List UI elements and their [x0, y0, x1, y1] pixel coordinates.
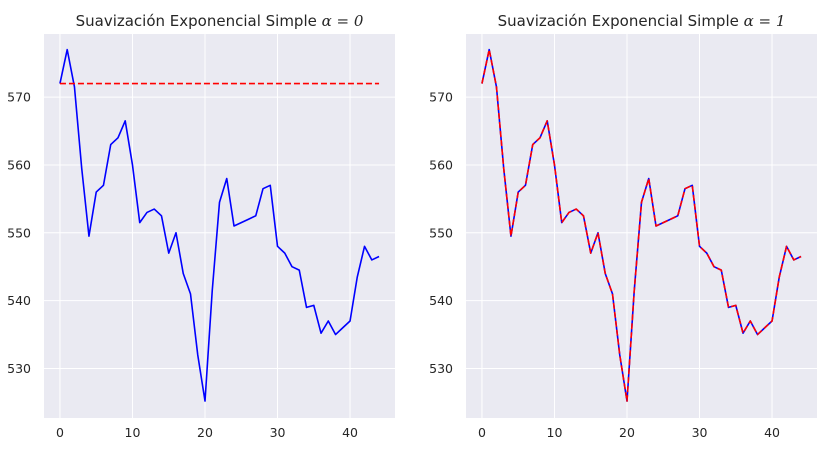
- x-tick-label: 10: [125, 425, 141, 440]
- x-tick-labels: 0 10 20 30 40: [478, 425, 780, 440]
- x-tick-label: 40: [342, 425, 358, 440]
- smoothed-series-line: [481, 48, 802, 402]
- y-tick-label: 570: [7, 90, 31, 105]
- chart-panel-alpha-0: 0 10 20 30 40 530 540 550 560 570 Suavización Ex…: [7, 12, 395, 440]
- y-tick-label: 550: [429, 225, 453, 240]
- plot-area-background: [466, 34, 817, 418]
- chart-title-text: Suavización Exponencial Simple: [498, 12, 744, 30]
- x-tick-label: 10: [547, 425, 563, 440]
- y-tick-label: 560: [429, 157, 453, 172]
- series-group: [481, 48, 802, 402]
- series-group: [59, 48, 380, 402]
- x-tick-label: 0: [56, 425, 64, 440]
- x-tick-labels: 0 10 20 30 40: [56, 425, 358, 440]
- x-tick-label: 30: [692, 425, 708, 440]
- x-tick-label: 40: [764, 425, 780, 440]
- y-tick-label: 530: [7, 361, 31, 376]
- x-tick-label: 20: [197, 425, 213, 440]
- chart-title-math: α = 0: [322, 12, 364, 30]
- chart-title-text: Suavización Exponencial Simple: [76, 12, 322, 30]
- chart-title-math: α = 1: [744, 12, 786, 30]
- plot-area-background: [44, 34, 395, 418]
- y-tick-labels: 530 540 550 560 570: [7, 90, 31, 376]
- y-tick-label: 540: [7, 293, 31, 308]
- chart-panel-alpha-1: 0 10 20 30 40 530 540 550 560 570 Suavización Ex…: [429, 12, 817, 440]
- x-tick-label: 20: [619, 425, 635, 440]
- x-tick-label: 30: [270, 425, 286, 440]
- observed-series-line: [59, 48, 380, 402]
- y-tick-label: 540: [429, 293, 453, 308]
- x-tick-label: 0: [478, 425, 486, 440]
- y-tick-label: 570: [429, 90, 453, 105]
- y-tick-label: 560: [7, 157, 31, 172]
- gridlines: [466, 34, 817, 418]
- y-tick-labels: 530 540 550 560 570: [429, 90, 453, 376]
- y-tick-label: 530: [429, 361, 453, 376]
- y-tick-label: 550: [7, 225, 31, 240]
- gridlines: [44, 34, 395, 418]
- chart-title: Suavización Exponencial Simple α = 0: [76, 12, 364, 30]
- chart-title: Suavización Exponencial Simple α = 1: [498, 12, 786, 30]
